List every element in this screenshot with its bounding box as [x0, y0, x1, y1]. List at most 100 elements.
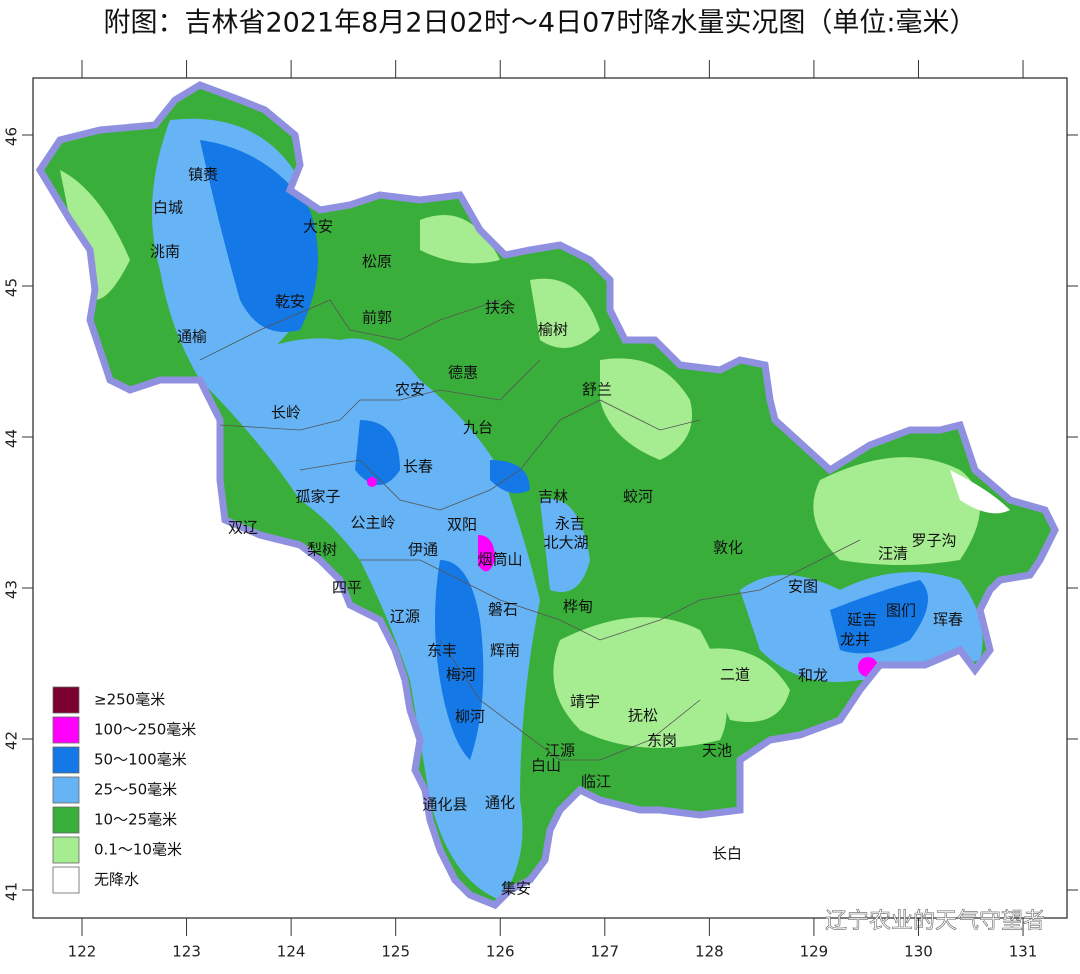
- lon-tick-label: 124: [277, 943, 306, 961]
- lon-tick-label: 129: [800, 943, 829, 961]
- precip-area: [200, 338, 540, 900]
- watermark: 辽宁农业的天气守望者: [825, 909, 1045, 934]
- city-label: 通榆: [177, 328, 207, 346]
- city-label: 北大湖: [543, 534, 588, 552]
- city-label: 辽源: [390, 608, 420, 626]
- legend-label: 0.1～10毫米: [94, 841, 182, 859]
- precip-area: [600, 358, 692, 460]
- legend-swatch: [52, 806, 80, 834]
- legend: ≥250毫米 100～250毫米 50～100毫米 25～50毫米 10～25毫米 0.1…: [48, 680, 238, 900]
- county-borders: [199, 299, 861, 761]
- lon-tick-label: 126: [486, 943, 515, 961]
- city-label: 桦甸: [563, 598, 593, 616]
- precip-area: [950, 470, 1010, 514]
- city-label: 江源: [545, 742, 575, 760]
- city-label: 集安: [501, 880, 531, 898]
- city-label: 扶余: [485, 299, 515, 317]
- city-label: 东岗: [647, 732, 677, 750]
- city-label: 抚松: [628, 707, 658, 725]
- city-label: 梅河: [446, 666, 476, 684]
- precip-area: [700, 648, 790, 722]
- lon-tick-label: 125: [381, 943, 410, 961]
- city-label: 延吉: [847, 611, 877, 629]
- city-label: 磐石: [488, 601, 518, 619]
- city-label: 通化县: [422, 796, 467, 814]
- precip-area: [60, 170, 130, 300]
- city-label: 靖宇: [570, 693, 600, 711]
- city-label: 通化: [485, 794, 515, 812]
- legend-swatch: [52, 836, 80, 864]
- precip-area: [420, 215, 500, 264]
- city-label: 洮南: [150, 243, 180, 261]
- legend-label: 100～250毫米: [94, 721, 196, 739]
- city-label: 农安: [395, 381, 425, 399]
- city-label: 公主岭: [350, 514, 395, 532]
- legend-label: 10～25毫米: [94, 811, 177, 829]
- city-label: 安图: [788, 578, 818, 596]
- lon-tick-label: 123: [172, 943, 201, 961]
- city-label: 东丰: [427, 642, 457, 660]
- precip-area: [367, 477, 377, 487]
- city-label: 榆树: [538, 321, 568, 339]
- city-label: 二道: [720, 666, 750, 684]
- city-label: 辉南: [490, 642, 520, 660]
- lat-tick-label: 45: [3, 278, 21, 297]
- city-label: 白城: [153, 199, 183, 217]
- city-label: 梨树: [307, 541, 337, 559]
- city-label: 烟筒山: [477, 551, 522, 569]
- city-label: 双阳: [447, 516, 477, 534]
- lon-tick-label: 127: [590, 943, 619, 961]
- city-label: 柳河: [455, 708, 485, 726]
- legend-label: 25～50毫米: [94, 781, 177, 799]
- precip-area: [813, 457, 980, 565]
- city-label: 长白: [712, 845, 742, 863]
- city-label: 大安: [303, 218, 333, 236]
- lat-tick-label: 42: [3, 731, 21, 750]
- city-label: 长岭: [271, 404, 301, 422]
- precip-area: [553, 617, 727, 748]
- title: 附图：吉林省2021年8月2日02时～4日07时降水量实况图（单位:毫米）: [103, 8, 976, 39]
- city-label: 双辽: [228, 519, 258, 537]
- city-label: 和龙: [798, 667, 828, 685]
- precip-area: [830, 580, 928, 654]
- precip-area: [530, 278, 600, 348]
- lon-tick-label: 128: [695, 943, 724, 961]
- city-label: 汪清: [878, 545, 908, 563]
- precip-area: [355, 420, 400, 485]
- city-label: 天池: [702, 742, 732, 760]
- city-label: 乾安: [275, 293, 305, 311]
- legend-swatch: [52, 866, 80, 894]
- city-label: 永吉: [555, 515, 585, 533]
- city-label: 前郭: [362, 309, 392, 327]
- precip-area: [478, 535, 495, 572]
- city-label: 九台: [463, 419, 493, 437]
- lon-tick-label: 122: [68, 943, 97, 961]
- city-label: 伊通: [408, 541, 438, 559]
- city-label: 镇赉: [188, 166, 218, 184]
- city-label: 吉林: [538, 488, 568, 506]
- legend-swatch: [52, 746, 80, 774]
- lon-tick-label: 130: [904, 943, 933, 961]
- legend-swatch: [52, 686, 80, 714]
- city-label: 长春: [403, 458, 433, 476]
- legend-label: ≥250毫米: [94, 691, 165, 709]
- legend-box: [48, 680, 238, 900]
- city-label: 蛟河: [623, 488, 653, 506]
- lon-tick-label: 131: [1009, 943, 1038, 961]
- lat-tick-label: 43: [3, 580, 21, 599]
- city-label: 德惠: [448, 364, 478, 382]
- city-label: 临江: [581, 773, 611, 791]
- legend-swatch: [52, 776, 80, 804]
- city-label: 龙井: [840, 631, 870, 649]
- precip-area: [435, 560, 484, 760]
- lat-tick-label: 44: [3, 429, 21, 448]
- city-label: 四平: [332, 579, 362, 597]
- city-label: 图们: [886, 602, 916, 620]
- city-label: 白山: [531, 757, 561, 775]
- legend-swatch: [52, 716, 80, 744]
- legend-label: 无降水: [94, 871, 139, 889]
- city-label: 松原: [362, 253, 392, 271]
- legend-label: 50～100毫米: [94, 751, 187, 769]
- lat-tick-label: 41: [3, 882, 21, 901]
